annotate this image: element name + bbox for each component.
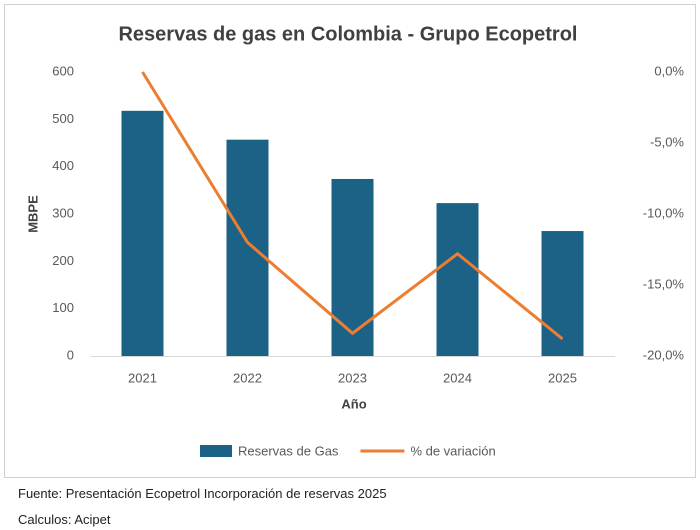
y-tick-label: 200 <box>52 253 74 268</box>
legend-label: Reservas de Gas <box>238 443 339 458</box>
chart-title: Reservas de gas en Colombia - Grupo Ecop… <box>118 23 577 45</box>
y2-tick-label: -20,0% <box>643 347 685 362</box>
bar <box>331 178 374 356</box>
line <box>141 71 564 341</box>
y2-tick-label: 0,0% <box>654 63 684 78</box>
y-tick-label: 600 <box>52 63 74 78</box>
y-tick-label: 300 <box>52 205 74 220</box>
y2-tick-label: -5,0% <box>650 134 684 149</box>
legend-swatch <box>200 445 232 457</box>
legend-label: % de variación <box>410 443 495 458</box>
source-text: Fuente: Presentación Ecopetrol Incorpora… <box>18 486 387 501</box>
y2-tick-label: -15,0% <box>643 276 685 291</box>
chart: Reservas de gas en Colombia - Grupo Ecop… <box>4 4 696 478</box>
x-tick-label: 2025 <box>548 370 577 385</box>
bar <box>541 231 584 356</box>
y-axis-title: MBPE <box>25 195 40 233</box>
x-tick-label: 2021 <box>128 370 157 385</box>
bar <box>436 203 479 356</box>
y-tick-label: 500 <box>52 111 74 126</box>
y-tick-label: 100 <box>52 300 74 315</box>
x-axis-title: Año <box>341 396 366 411</box>
y-tick-label: 400 <box>52 158 74 173</box>
note-text: Calculos: Acipet <box>18 512 111 527</box>
bar <box>226 139 269 356</box>
y2-tick-label: -10,0% <box>643 205 685 220</box>
x-tick-label: 2024 <box>443 370 472 385</box>
y-tick-label: 0 <box>67 347 74 362</box>
x-tick-label: 2023 <box>338 370 367 385</box>
bar <box>121 110 164 357</box>
x-tick-label: 2022 <box>233 370 262 385</box>
